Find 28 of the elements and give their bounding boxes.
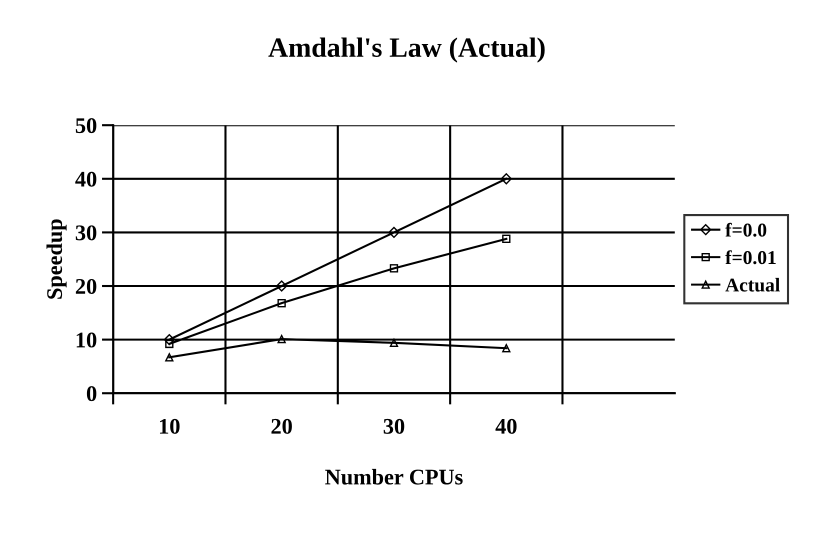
point [165,340,174,348]
y-tick-label: 40 [75,172,96,187]
legend-label: Actual [725,278,780,292]
point [277,299,286,308]
y-tick-label: 50 [76,118,96,134]
point [276,280,288,292]
point [165,353,174,362]
chart-title: Amdahl's Law (Actual) [268,37,545,63]
x-tick-label: 20 [271,418,292,434]
point [390,264,398,272]
point [500,173,512,184]
point [502,344,510,352]
y-tick-label: 10 [76,332,96,348]
legend-label: f=0.0 [725,222,766,237]
x-tick-label: 30 [384,418,404,434]
y-tick-label: 0 [86,386,96,402]
point [277,334,286,344]
legend-label: f=0.01 [725,250,776,264]
point [164,334,175,346]
point [502,234,510,244]
point [388,226,400,238]
y-axis-title: Speedup [46,219,67,299]
x-tick-label: 10 [160,418,180,434]
x-axis-title: Number CPUs [325,468,463,485]
point [390,338,398,347]
x-tick-label: 40 [496,418,517,434]
y-tick-label: 30 [76,225,96,240]
y-tick-label: 20 [76,278,96,294]
